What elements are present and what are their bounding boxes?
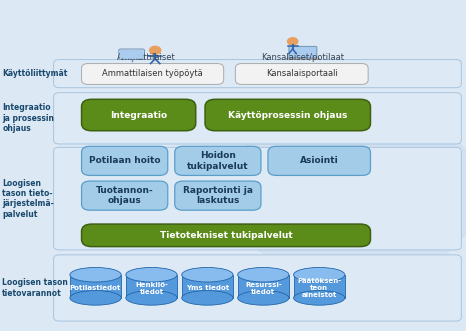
FancyBboxPatch shape (205, 99, 370, 131)
Text: Ammattilaiset: Ammattilaiset (117, 53, 176, 62)
Polygon shape (294, 275, 345, 298)
Ellipse shape (182, 291, 233, 305)
FancyBboxPatch shape (120, 50, 144, 59)
FancyBboxPatch shape (54, 147, 461, 250)
Polygon shape (182, 275, 233, 298)
Circle shape (150, 46, 161, 54)
Ellipse shape (126, 267, 177, 282)
Text: Integraatio: Integraatio (110, 111, 167, 119)
FancyBboxPatch shape (289, 46, 317, 58)
Ellipse shape (294, 291, 345, 305)
Text: Ammattilaisen työpöytä: Ammattilaisen työpöytä (102, 70, 203, 78)
Polygon shape (238, 275, 289, 298)
Ellipse shape (70, 291, 121, 305)
FancyBboxPatch shape (82, 99, 196, 131)
FancyBboxPatch shape (82, 64, 224, 84)
FancyBboxPatch shape (54, 93, 461, 144)
FancyBboxPatch shape (54, 255, 461, 321)
Text: Potilastiedot: Potilastiedot (70, 285, 121, 291)
Text: Hoidon
tukipalvelut: Hoidon tukipalvelut (187, 151, 249, 170)
FancyBboxPatch shape (82, 224, 370, 247)
Ellipse shape (182, 267, 233, 282)
Polygon shape (70, 275, 121, 298)
Text: Henkilö-
tiedot: Henkilö- tiedot (135, 282, 168, 295)
Ellipse shape (238, 267, 289, 282)
Text: Loogisen tason
tietovarannot: Loogisen tason tietovarannot (2, 278, 68, 298)
FancyBboxPatch shape (82, 146, 168, 175)
Text: Päätöksen-
teon
aineistot: Päätöksen- teon aineistot (297, 278, 341, 298)
Polygon shape (126, 275, 177, 298)
FancyBboxPatch shape (235, 64, 368, 84)
Text: Tuotannon-
ohjaus: Tuotannon- ohjaus (96, 186, 153, 205)
Text: Kansalaiset/potilaat: Kansalaiset/potilaat (261, 53, 344, 62)
Text: Potilaan hoito: Potilaan hoito (89, 156, 160, 166)
Text: Integraatio
ja prosessin
ohjaus: Integraatio ja prosessin ohjaus (2, 103, 55, 133)
Ellipse shape (238, 291, 289, 305)
FancyBboxPatch shape (268, 146, 370, 175)
Text: Resurssi-
tiedot: Resurssi- tiedot (245, 282, 281, 295)
Text: Asiointi: Asiointi (300, 156, 339, 166)
Text: Yms tiedot: Yms tiedot (186, 285, 229, 291)
Text: Loogisen
tason tieto-
järjestelmä-
palvelut: Loogisen tason tieto- järjestelmä- palve… (2, 178, 54, 219)
Text: Raportointi ja
laskutus: Raportointi ja laskutus (183, 186, 253, 205)
Ellipse shape (294, 267, 345, 282)
FancyBboxPatch shape (119, 49, 144, 60)
Text: Kansalaisportaali: Kansalaisportaali (266, 70, 338, 78)
Ellipse shape (126, 291, 177, 305)
Text: Käyttöliittymät: Käyttöliittymät (2, 69, 68, 78)
FancyBboxPatch shape (82, 181, 168, 210)
FancyBboxPatch shape (175, 181, 261, 210)
FancyBboxPatch shape (287, 58, 319, 60)
Circle shape (288, 38, 298, 45)
Text: Tietotekniset tukipalvelut: Tietotekniset tukipalvelut (160, 231, 292, 240)
FancyBboxPatch shape (54, 60, 461, 88)
Circle shape (228, 103, 466, 281)
FancyBboxPatch shape (175, 146, 261, 175)
Ellipse shape (70, 267, 121, 282)
Text: Käyttöprosessin ohjaus: Käyttöprosessin ohjaus (228, 111, 348, 119)
